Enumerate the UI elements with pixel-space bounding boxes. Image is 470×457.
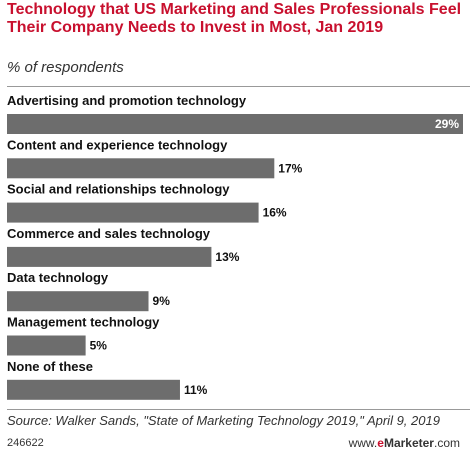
bar	[7, 114, 463, 134]
category-label: Advertising and promotion technology	[7, 93, 247, 108]
value-label: 29%	[435, 117, 459, 131]
bar	[7, 202, 259, 223]
bar	[7, 291, 149, 312]
chart-title: Technology that US Marketing and Sales P…	[7, 1, 462, 36]
bar	[7, 158, 275, 179]
category-label: Social and relationships technology	[7, 182, 230, 197]
value-label: 9%	[153, 294, 171, 308]
bottom-divider	[7, 409, 470, 410]
category-label: Data technology	[7, 270, 109, 285]
brand-prefix: www.	[348, 436, 378, 450]
value-label: 16%	[263, 206, 287, 220]
bar	[7, 246, 212, 267]
value-label: 13%	[215, 250, 239, 264]
chart-subtitle: % of respondents	[7, 59, 124, 76]
category-label: Content and experience technology	[7, 137, 228, 152]
brand-suffix: .com	[433, 436, 460, 450]
category-label: Management technology	[7, 315, 160, 330]
bar	[7, 335, 86, 356]
chart-id: 246622	[7, 437, 44, 449]
category-label: Commerce and sales technology	[7, 226, 211, 241]
bar-chart: Advertising and promotion technology 29% C…	[7, 93, 463, 400]
brand-logo: www.eMarketer.com	[349, 436, 460, 450]
value-label: 17%	[278, 161, 302, 175]
value-label: 5%	[90, 339, 108, 353]
bar	[7, 379, 180, 400]
brand-name: Marketer	[383, 436, 434, 450]
source-note: Source: Walker Sands, "State of Marketin…	[7, 413, 440, 428]
value-label: 11%	[184, 383, 208, 397]
category-label: None of these	[7, 359, 93, 374]
top-divider	[7, 86, 470, 87]
brand-e: e	[377, 436, 384, 450]
